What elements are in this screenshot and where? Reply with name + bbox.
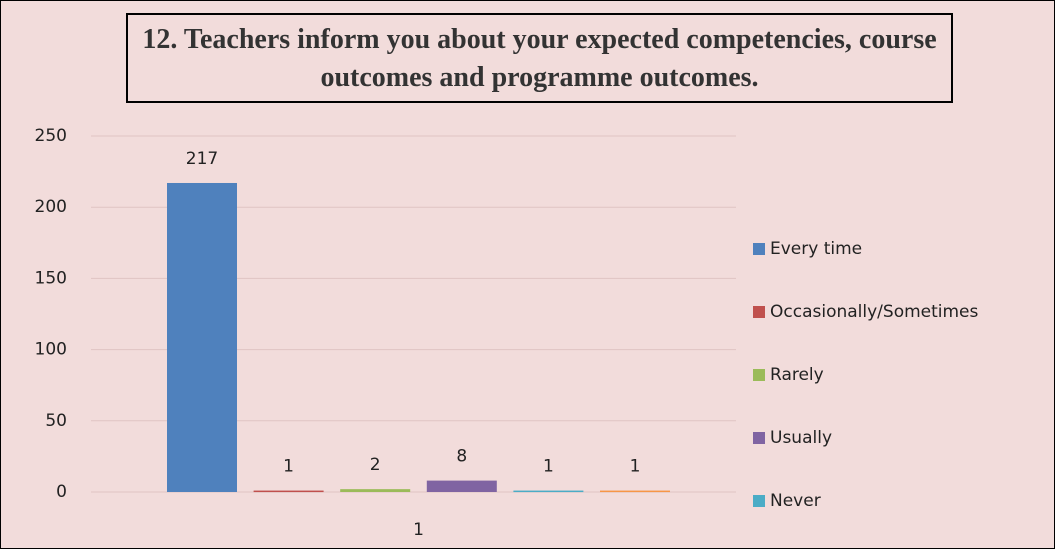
bar [513,490,584,493]
y-tick-label: 50 [45,411,67,431]
legend-label: Usually [770,428,832,448]
legend-label: Occasionally/Sometimes [770,302,979,322]
y-tick-label: 200 [35,197,67,217]
y-tick-label: 100 [35,340,67,360]
chart-title: 12. Teachers inform you about your expec… [126,13,953,103]
data-label: 2 [370,455,381,475]
legend-swatch [753,306,765,318]
x-tick-label: 1 [413,520,424,540]
legend-swatch [753,243,765,255]
bar [340,489,411,492]
legend-swatch [753,369,765,381]
data-label: 217 [186,149,218,169]
legend-swatch [753,432,765,444]
bar [426,480,497,492]
bar [253,490,324,493]
y-tick-label: 0 [56,482,67,502]
legend-swatch [753,495,765,507]
data-label: 1 [543,457,554,477]
legend-label: Never [770,491,821,511]
legend-label: Every time [770,239,862,259]
bar [600,490,670,493]
bar [167,182,237,492]
y-tick-label: 250 [35,126,67,146]
data-label: 8 [456,447,467,467]
y-tick-label: 150 [35,268,67,288]
data-label: 1 [630,457,641,477]
data-label: 1 [283,457,294,477]
legend-label: Rarely [770,365,824,385]
